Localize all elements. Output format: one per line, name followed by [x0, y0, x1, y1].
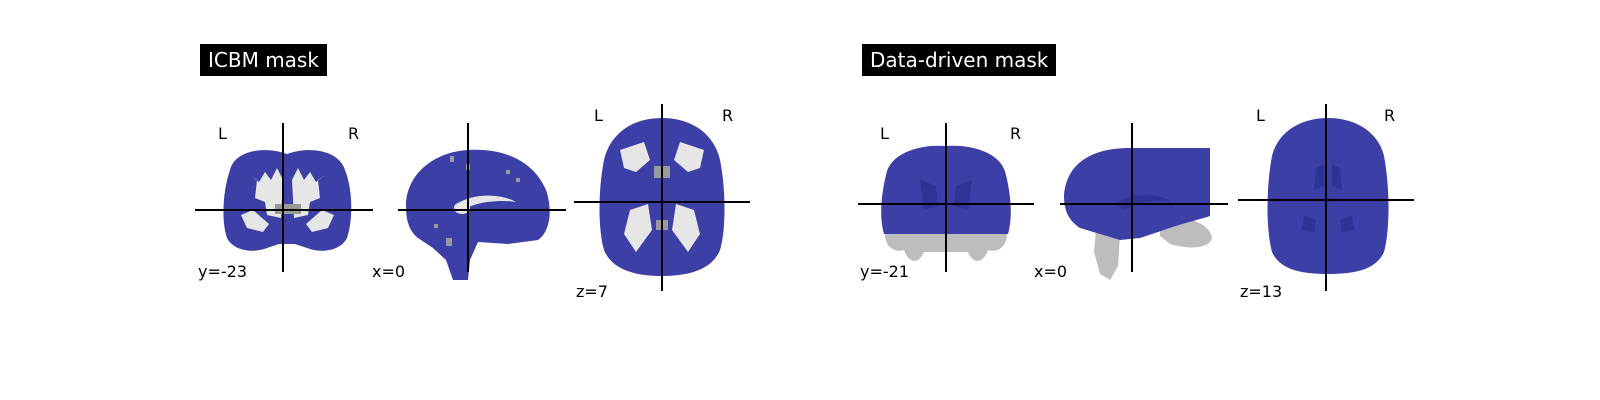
coronal-cut-label: y=-21: [860, 262, 910, 281]
coronal-slice-view: [195, 123, 373, 272]
panel-title: Data-driven mask: [862, 44, 1057, 76]
coronal-cut-label: y=-23: [198, 262, 248, 281]
sagittal-slice-view: [1060, 123, 1228, 280]
sagittal-cut-label: x=0: [1034, 262, 1068, 281]
orientation-right-label: R: [1010, 124, 1022, 143]
orientation-left-label: L: [594, 106, 603, 125]
sagittal-cut-label: x=0: [372, 262, 406, 281]
axial-slice-view: [1238, 104, 1414, 291]
orientation-right-label: R: [348, 124, 360, 143]
icbm-mask-panel: ICBM mask L R y=-23: [195, 44, 750, 301]
orientation-left-label: L: [218, 124, 227, 143]
orientation-left-label: L: [1256, 106, 1265, 125]
coronal-brain-mask: [223, 150, 352, 251]
orientation-right-label: R: [722, 106, 734, 125]
sagittal-slice-view: [398, 123, 566, 280]
sagittal-brain-mask: [1064, 148, 1212, 280]
axial-cut-label: z=7: [576, 282, 608, 301]
coronal-slice-view: [858, 123, 1034, 272]
axial-slice-view: [574, 104, 750, 291]
axial-brain-mask: [1267, 118, 1389, 274]
panel-title: ICBM mask: [200, 44, 327, 76]
orientation-right-label: R: [1384, 106, 1396, 125]
orientation-left-label: L: [880, 124, 889, 143]
axial-cut-label: z=13: [1240, 282, 1283, 301]
